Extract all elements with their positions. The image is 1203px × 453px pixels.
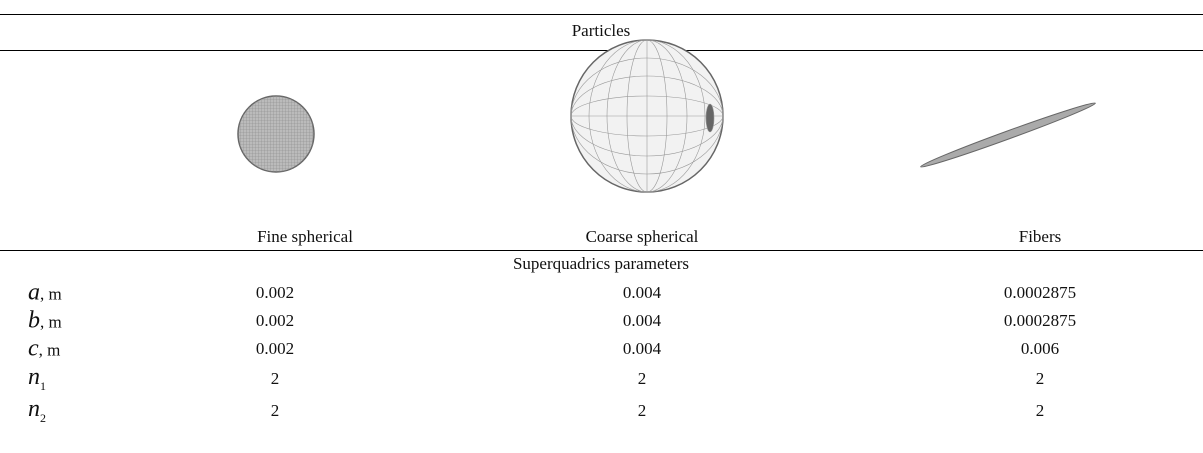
table-page: Particles Fine spherical Coarse spherica… <box>0 0 1203 453</box>
unit: , m <box>39 341 61 360</box>
row-label: n1 <box>28 364 46 394</box>
symbol: c <box>28 336 39 362</box>
particle-images <box>0 0 1203 250</box>
cell: 0.0002875 <box>1004 311 1076 331</box>
cell: 2 <box>1036 369 1045 389</box>
cell: 0.004 <box>623 339 661 359</box>
row-label: c, m <box>28 336 60 363</box>
cell: 0.002 <box>256 311 294 331</box>
cell: 0.002 <box>256 339 294 359</box>
symbol: a <box>28 280 40 306</box>
rule <box>0 250 1203 251</box>
subscript: 2 <box>40 411 46 425</box>
fiber <box>919 99 1097 170</box>
symbol: n2 <box>28 396 46 422</box>
unit: , m <box>40 285 62 304</box>
coarse-sphere <box>571 40 723 192</box>
cell: 2 <box>638 401 647 421</box>
cell: 0.004 <box>623 283 661 303</box>
unit: , m <box>40 313 62 332</box>
column-header: Coarse spherical <box>586 227 699 247</box>
cell: 0.002 <box>256 283 294 303</box>
row-label: n2 <box>28 396 46 426</box>
symbol: b <box>28 308 40 334</box>
column-header: Fibers <box>1019 227 1062 247</box>
subscript: 1 <box>40 379 46 393</box>
cell: 0.0002875 <box>1004 283 1076 303</box>
row-label: a, m <box>28 280 62 307</box>
symbol: n1 <box>28 364 46 390</box>
column-header: Fine spherical <box>257 227 353 247</box>
cell: 0.004 <box>623 311 661 331</box>
cell: 2 <box>271 401 280 421</box>
cell: 2 <box>271 369 280 389</box>
fine-sphere <box>238 96 314 172</box>
row-label: b, m <box>28 308 62 335</box>
cell: 2 <box>1036 401 1045 421</box>
cell: 2 <box>638 369 647 389</box>
cell: 0.006 <box>1021 339 1059 359</box>
section-header: Superquadrics parameters <box>513 254 689 274</box>
